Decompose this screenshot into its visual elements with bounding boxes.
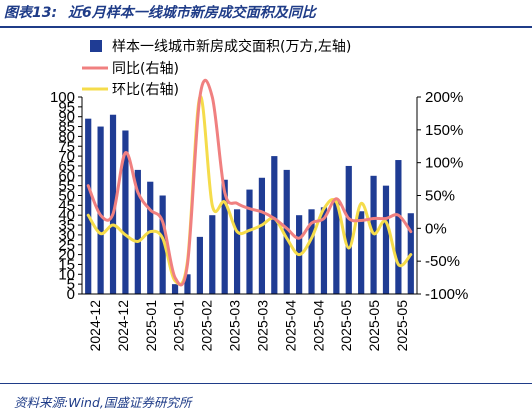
left-tick-label: 30 — [58, 227, 75, 244]
x-tick-label: 2025-01 — [143, 300, 159, 352]
legend-swatch-bar — [90, 40, 102, 52]
left-tick-label: 15 — [58, 256, 75, 273]
left-tick-label: 60 — [58, 168, 75, 185]
left-tick-label: 70 — [58, 148, 75, 165]
left-tick-label: 75 — [58, 138, 75, 155]
right-tick-label: 50% — [425, 188, 455, 205]
bar-15 — [271, 156, 278, 294]
bar-20 — [333, 201, 340, 294]
left-tick-label: 100 — [50, 89, 75, 106]
bar-16 — [283, 169, 290, 294]
x-tick-label: 2025-03 — [254, 300, 270, 352]
bar-24 — [382, 185, 390, 294]
legend: 样本一线城市新房成交面积(万方,左轴) 同比(右轴) 环比(右轴) — [82, 38, 351, 98]
x-tick-label: 2025-03 — [227, 300, 243, 352]
left-tick-label: 80 — [58, 128, 75, 145]
bar-0 — [85, 118, 92, 294]
x-tick-label: 2024-12 — [115, 300, 131, 352]
bar-10 — [209, 215, 216, 294]
left-tick-label: 10 — [58, 266, 75, 283]
title-rule — [0, 26, 532, 28]
bar-12 — [233, 209, 241, 294]
bar-19 — [320, 207, 328, 294]
x-tick-label: 2024-12 — [87, 300, 103, 352]
source-note: 资料来源:Wind,国盛证券研究所 — [14, 395, 192, 410]
legend-label-yoy: 同比(右轴) — [112, 61, 179, 77]
bar-18 — [308, 209, 315, 294]
bar-13 — [246, 189, 253, 294]
bar-6 — [159, 195, 166, 294]
source-rule — [0, 383, 532, 384]
left-tick-label: 45 — [58, 197, 75, 214]
left-tick-label: 40 — [58, 207, 75, 224]
bar-5 — [147, 181, 154, 294]
right-tick-label: 150% — [425, 122, 463, 139]
left-tick-label: 0 — [67, 286, 75, 303]
bar-8 — [184, 274, 191, 294]
left-tick-label: 5 — [67, 276, 75, 293]
legend-label-mom: 环比(右轴) — [112, 82, 179, 98]
right-tick-label: 200% — [425, 89, 463, 106]
line-series — [86, 79, 413, 287]
chart-area: 0510152025303540455055606570758085909510… — [50, 38, 468, 351]
bar-2 — [109, 114, 117, 294]
x-tick-label: 2025-04 — [310, 300, 326, 352]
right-tick-label: -50% — [425, 253, 460, 270]
bar-22 — [358, 211, 365, 294]
left-tick-label: 35 — [58, 217, 75, 234]
bar-1 — [97, 126, 104, 294]
left-tick-label: 65 — [58, 158, 75, 175]
bar-4 — [134, 169, 141, 294]
yoy-line — [86, 79, 413, 287]
x-tick-label: 2025-01 — [171, 300, 187, 352]
left-tick-label: 85 — [58, 119, 75, 136]
bar-14 — [258, 177, 266, 294]
right-tick-label: 0% — [425, 220, 447, 237]
left-tick-label: 25 — [58, 237, 75, 254]
left-tick-label: 95 — [58, 99, 75, 116]
bar-7 — [171, 284, 179, 294]
bar-11 — [221, 179, 228, 294]
legend-label-bar: 样本一线城市新房成交面积(万方,左轴) — [112, 38, 351, 55]
x-tick-label: 2025-04 — [282, 300, 298, 352]
left-tick-label: 90 — [58, 109, 75, 126]
right-tick-label: 100% — [425, 155, 463, 172]
left-tick-label: 55 — [58, 178, 75, 195]
figure-title: 图表13: 近6月样本一线城市新房成交面积及同比 — [4, 2, 316, 24]
left-tick-label: 50 — [58, 188, 75, 205]
x-tick-label: 2025-05 — [338, 300, 354, 352]
x-tick-label: 2025-05 — [394, 300, 410, 352]
axes: 0510152025303540455055606570758085909510… — [50, 89, 468, 351]
x-tick-label: 2025-05 — [366, 300, 382, 352]
right-tick-label: -100% — [425, 286, 468, 303]
left-tick-label: 20 — [58, 247, 75, 264]
figure-title-text: 近6月样本一线城市新房成交面积及同比 — [67, 5, 316, 21]
mom-line — [86, 95, 413, 286]
bar-series — [85, 114, 414, 294]
figure-label: 图表13: — [4, 5, 58, 21]
x-tick-label: 2025-02 — [199, 300, 215, 352]
bar-3 — [122, 130, 129, 294]
bar-9 — [196, 236, 203, 294]
bar-25 — [395, 160, 402, 294]
bar-21 — [345, 165, 352, 294]
